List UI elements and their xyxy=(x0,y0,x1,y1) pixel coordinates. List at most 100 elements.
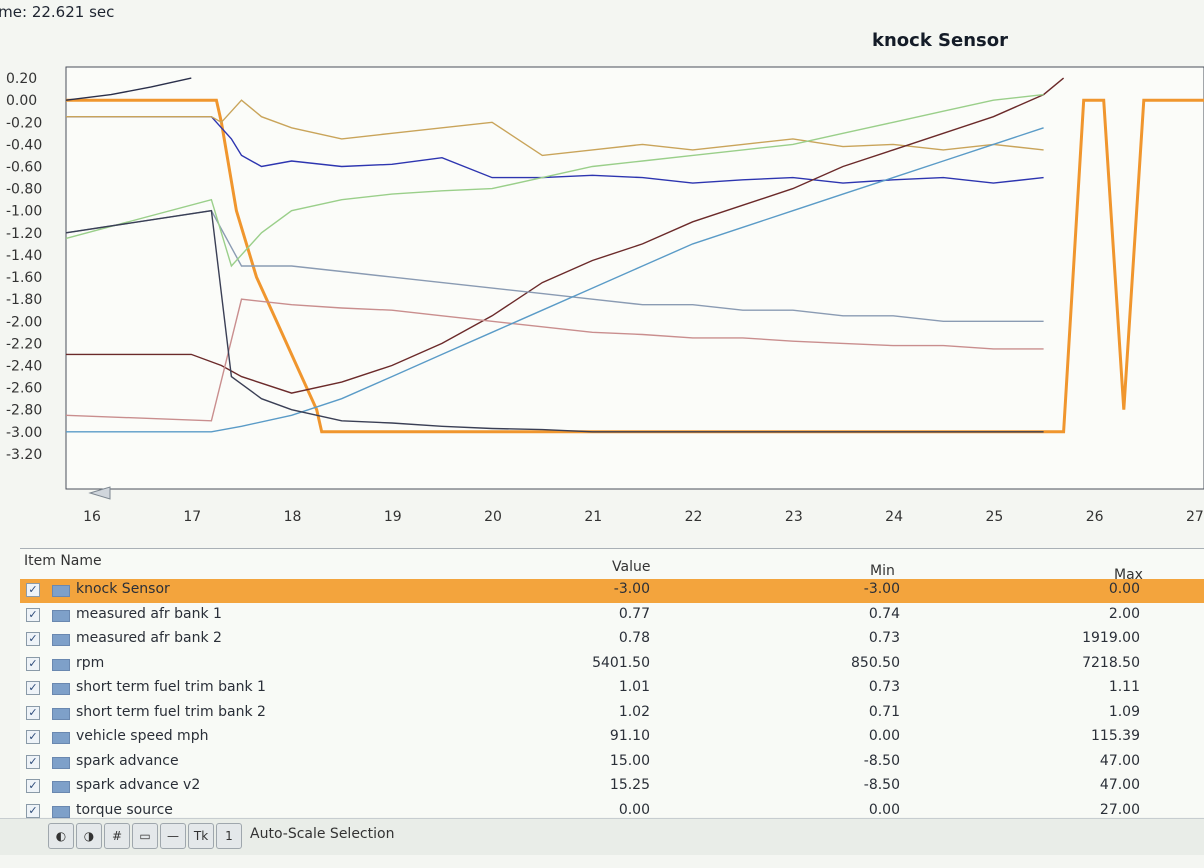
row-min: 0.73 xyxy=(868,679,900,695)
row-max: 47.00 xyxy=(1099,752,1140,769)
y-tick-label: -2.40 xyxy=(6,359,42,375)
y-tick-label: -0.20 xyxy=(6,115,42,131)
series-line-short-term-fuel-trim-bank-1 xyxy=(65,209,1044,322)
row-checkbox[interactable]: ✓ xyxy=(26,583,40,597)
row-value: 0.77 xyxy=(618,605,650,622)
row-value: 15.25 xyxy=(609,777,650,793)
x-tick-label: 22 xyxy=(685,509,703,525)
window-icon[interactable]: ▭ xyxy=(132,823,158,849)
table-row[interactable]: ✓ knock Sensor -3.00 -3.00 0.00 xyxy=(20,579,1204,603)
scroll-left-icon xyxy=(88,486,111,500)
x-tick-label: 16 xyxy=(83,509,101,525)
tk-button[interactable]: Tk xyxy=(188,823,214,849)
table-row[interactable]: ✓ measured afr bank 2 0.78 0.73 1919.00 xyxy=(20,628,1204,652)
autoscale-selection[interactable]: Auto-Scale Selection xyxy=(250,826,395,842)
row-max: 115.39 xyxy=(1091,728,1140,744)
y-tick-label: -1.80 xyxy=(6,292,42,308)
x-tick-label: 19 xyxy=(384,509,402,525)
row-checkbox[interactable]: ✓ xyxy=(26,656,40,671)
series-color-icon xyxy=(52,732,70,744)
row-name: spark advance xyxy=(76,752,179,769)
x-tick-label: 21 xyxy=(584,509,602,525)
row-name: short term fuel trim bank 1 xyxy=(76,679,266,695)
y-tick-label: -1.40 xyxy=(6,248,42,264)
row-checkbox[interactable]: ✓ xyxy=(26,803,40,818)
table-row[interactable]: ✓ spark advance 15.00 -8.50 47.00 xyxy=(20,751,1204,775)
y-tick-label: 0.20 xyxy=(6,71,37,87)
row-checkbox[interactable]: ✓ xyxy=(26,754,40,769)
row-name: knock Sensor xyxy=(76,581,170,597)
table-row[interactable]: ✓ measured afr bank 1 0.77 0.74 2.00 xyxy=(20,604,1204,628)
line-chart[interactable]: 0.20 0.00 -0.20 -0.40 -0.60 -0.80 -1.00 -1.20 -1… xyxy=(0,55,1204,535)
row-value: -3.00 xyxy=(613,581,650,597)
row-value: 15.00 xyxy=(609,752,650,769)
table-row[interactable]: ✓ vehicle speed mph 91.10 0.00 115.39 xyxy=(20,726,1204,750)
series-line-vehicle-speed-mph xyxy=(66,127,1044,433)
y-tick-label: -3.00 xyxy=(6,425,42,441)
series-color-icon xyxy=(52,658,70,671)
zoom-out-icon[interactable]: ◐ xyxy=(48,823,74,849)
x-tick-label: 27 xyxy=(1186,509,1204,525)
row-checkbox[interactable]: ✓ xyxy=(26,632,40,646)
x-axis-ticks: 16 17 18 19 20 21 22 23 24 25 26 27 xyxy=(83,509,1204,525)
row-max: 1.09 xyxy=(1108,703,1140,720)
series-color-icon xyxy=(52,683,70,695)
series-color-icon xyxy=(52,585,70,597)
series-line-measured-afr-bank-2 xyxy=(66,99,1044,157)
series-color-icon xyxy=(52,634,70,646)
y-tick-label: -1.00 xyxy=(6,204,42,220)
row-max: 0.00 xyxy=(1108,581,1140,597)
hash-button[interactable]: # xyxy=(104,823,130,849)
y-tick-label: -1.60 xyxy=(6,270,42,286)
x-tick-label: 24 xyxy=(885,509,903,525)
row-name: vehicle speed mph xyxy=(76,728,209,744)
table-row[interactable]: ✓ torque source 0.00 0.00 27.00 xyxy=(20,800,1204,824)
y-tick-label: -1.20 xyxy=(6,226,42,242)
row-value: 5401.50 xyxy=(592,654,650,671)
row-min: 0.71 xyxy=(868,703,900,720)
x-tick-label: 23 xyxy=(785,509,803,525)
row-max: 1919.00 xyxy=(1082,630,1140,646)
y-tick-label: -0.80 xyxy=(6,182,42,198)
row-value: 0.00 xyxy=(618,801,650,818)
row-min: -8.50 xyxy=(863,777,900,793)
header-value[interactable]: Value xyxy=(612,559,651,575)
zoom-in-icon[interactable]: ◑ xyxy=(76,823,102,849)
series-line-torque-source xyxy=(65,77,192,101)
one-button[interactable]: 1 xyxy=(216,823,242,849)
data-grid: Item Name Value Min Max ✓ knock Sensor -3.… xyxy=(20,548,1204,818)
row-min: 0.73 xyxy=(868,630,900,646)
series-color-icon xyxy=(52,609,70,622)
row-min: 0.74 xyxy=(868,605,900,622)
header-item-name[interactable]: Item Name xyxy=(24,553,102,569)
row-checkbox[interactable]: ✓ xyxy=(26,681,40,695)
bottom-toolbar: ◐ ◑ # ▭ — Tk 1 Auto-Scale Selection xyxy=(0,818,1204,855)
row-checkbox[interactable]: ✓ xyxy=(26,607,40,622)
table-row[interactable]: ✓ rpm 5401.50 850.50 7218.50 xyxy=(20,653,1204,677)
row-checkbox[interactable]: ✓ xyxy=(26,730,40,744)
row-name: rpm xyxy=(76,654,105,671)
table-row[interactable]: ✓ spark advance v2 15.25 -8.50 47.00 xyxy=(20,775,1204,799)
row-name: measured afr bank 2 xyxy=(76,630,222,646)
row-name: torque source xyxy=(76,801,173,818)
header-min[interactable]: Min xyxy=(870,563,895,579)
grid-header: Item Name Value Min Max xyxy=(20,549,1204,583)
y-tick-label: -2.00 xyxy=(6,314,42,330)
y-tick-label: -2.60 xyxy=(6,381,42,397)
row-checkbox[interactable]: ✓ xyxy=(26,779,40,793)
row-max: 2.00 xyxy=(1108,605,1140,622)
table-row[interactable]: ✓ short term fuel trim bank 1 1.01 0.73 1.11 xyxy=(20,677,1204,701)
row-min: 0.00 xyxy=(868,801,900,818)
row-name: spark advance v2 xyxy=(76,777,201,793)
table-row[interactable]: ✓ short term fuel trim bank 2 1.02 0.71 1.09 xyxy=(20,702,1204,726)
x-tick-label: 17 xyxy=(183,509,201,525)
y-tick-label: 0.00 xyxy=(6,93,37,109)
row-name: measured afr bank 1 xyxy=(76,605,222,622)
series-lines xyxy=(65,77,1204,434)
series-line-spark-advance-v2 xyxy=(65,209,1044,433)
row-checkbox[interactable]: ✓ xyxy=(26,705,40,720)
dash-icon[interactable]: — xyxy=(160,823,186,849)
series-line-measured-afr-bank-1 xyxy=(66,116,1044,184)
row-value: 1.01 xyxy=(618,679,650,695)
plot-area xyxy=(65,66,1204,490)
